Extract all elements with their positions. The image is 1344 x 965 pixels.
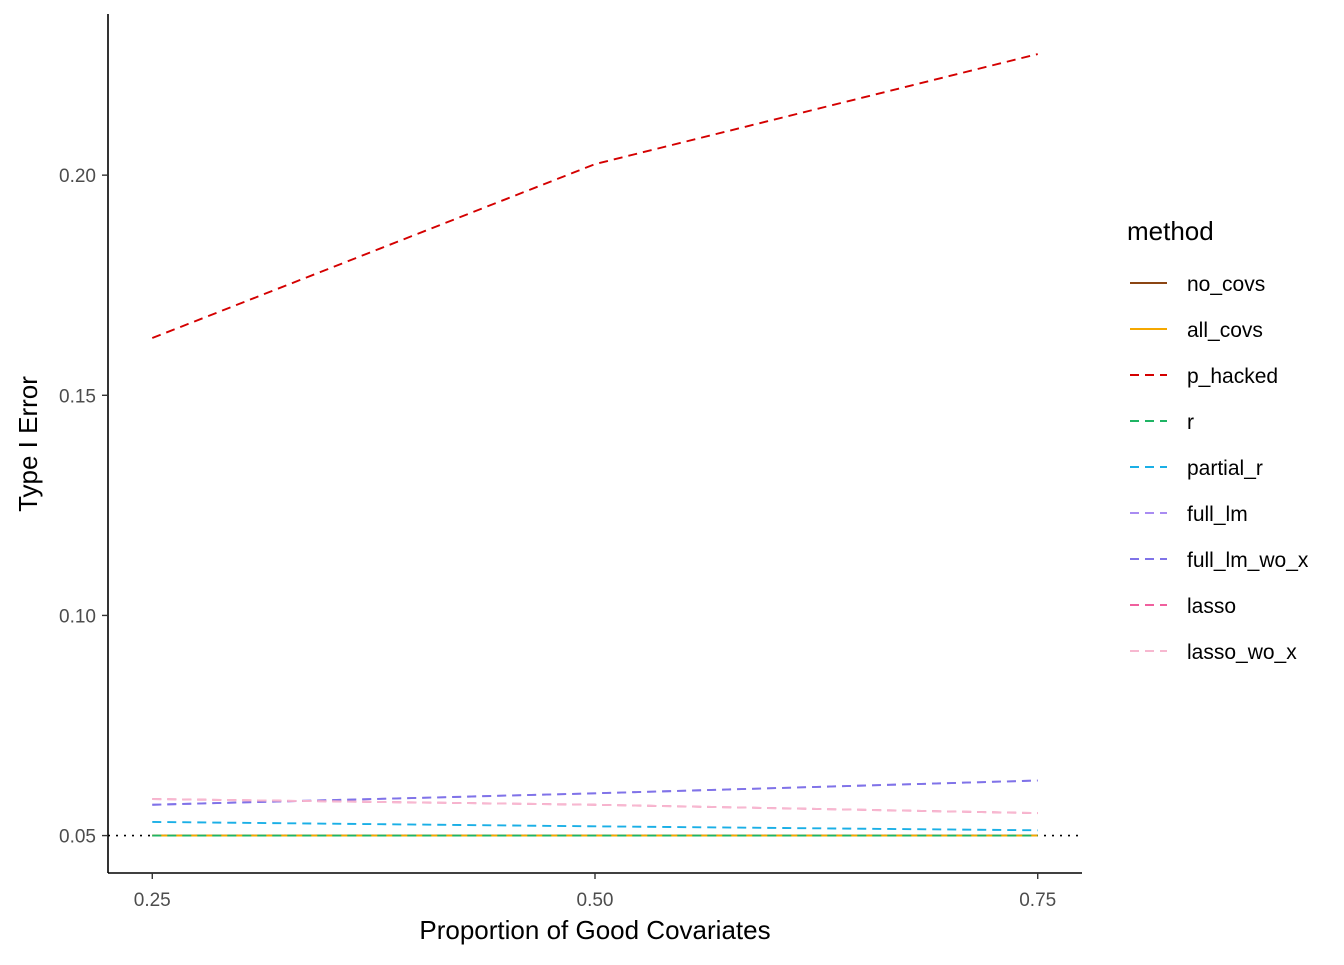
y-tick-label: 0.20 — [59, 166, 96, 187]
series-line-lasso_wo_x — [152, 798, 1038, 815]
legend-label-p_hacked: p_hacked — [1187, 365, 1278, 388]
legend-label-r: r — [1187, 411, 1194, 434]
legend-label-partial_r: partial_r — [1187, 457, 1263, 480]
series-line-partial_r — [152, 820, 1038, 832]
series-line-p_hacked — [151, 53, 1038, 339]
ticks-layer: 0.05 0.10 0.15 0.20 0.25 0.50 0.75 — [59, 166, 1056, 911]
x-tick-label: 0.25 — [134, 890, 171, 911]
series-layer — [108, 53, 1082, 837]
legend-label-lasso_wo_x: lasso_wo_x — [1187, 641, 1297, 664]
y-tick-label: 0.15 — [59, 386, 96, 407]
x-tick-label: 0.50 — [577, 890, 614, 911]
y-tick-label: 0.10 — [59, 606, 96, 627]
legend-label-full_lm: full_lm — [1187, 503, 1248, 526]
legend-label-full_lm_wo_x: full_lm_wo_x — [1187, 549, 1309, 572]
y-axis-title: Type I Error — [13, 376, 43, 512]
y-tick-label: 0.05 — [59, 827, 96, 848]
axes-layer — [107, 14, 1082, 874]
legend-title: method — [1127, 216, 1214, 246]
legend-label-all_covs: all_covs — [1187, 319, 1263, 342]
legend-label-no_covs: no_covs — [1187, 273, 1265, 296]
series-line-full_lm_wo_x — [152, 779, 1038, 806]
x-axis-title: Proportion of Good Covariates — [419, 915, 770, 945]
legend-label-lasso: lasso — [1187, 595, 1236, 618]
x-tick-label: 0.75 — [1019, 890, 1056, 911]
